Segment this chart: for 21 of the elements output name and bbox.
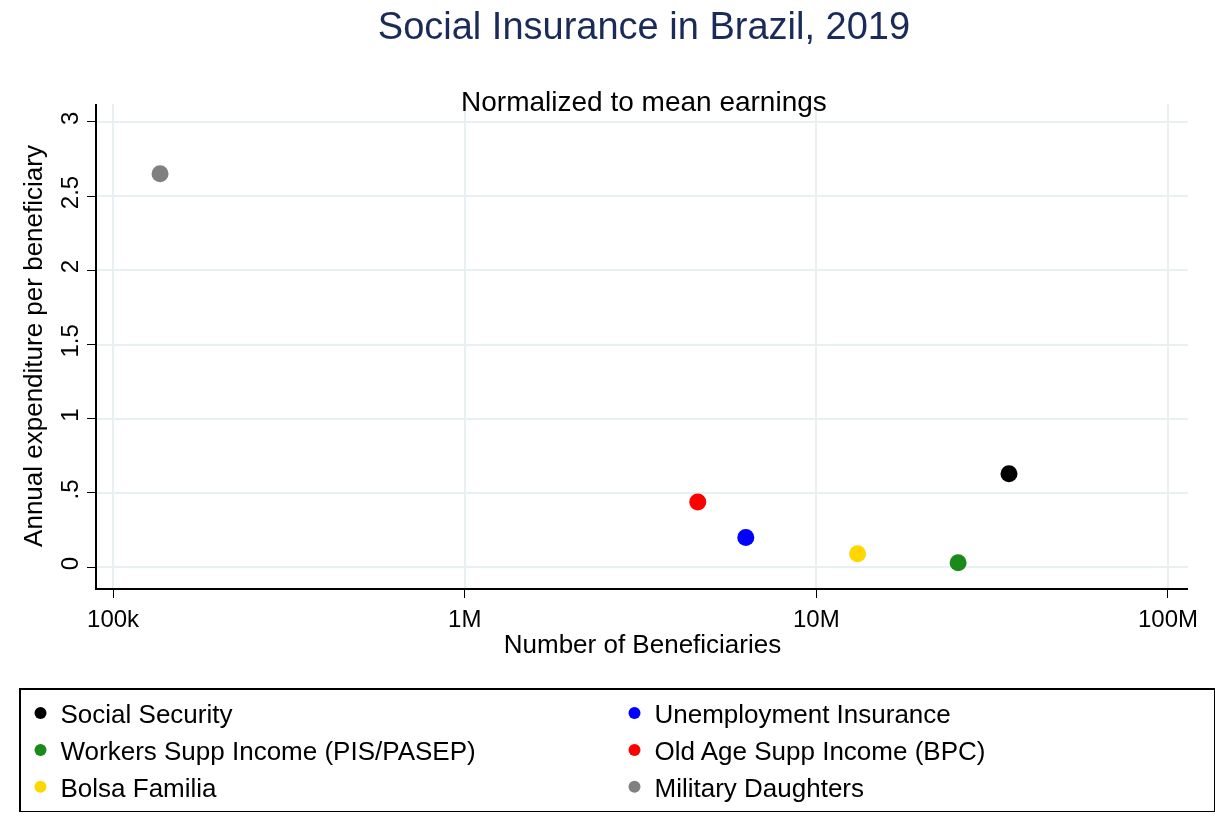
- y-tick-label: .5: [55, 479, 83, 500]
- y-tick-label: 0: [55, 556, 83, 571]
- y-tick-label: 1.5: [55, 324, 83, 358]
- legend-label: Workers Supp Income (PIS/PASEP): [60, 736, 476, 767]
- y-tick-label: 1: [55, 408, 83, 422]
- y-tick-label: 2: [55, 260, 83, 274]
- y-axis-title: Annual expenditure per beneficiary: [17, 145, 48, 547]
- legend-label: Old Age Supp Income (BPC): [654, 736, 986, 767]
- x-tick-label: 100M: [1137, 604, 1199, 632]
- x-tick-label: 100k: [87, 604, 141, 632]
- y-tick-label: 3: [55, 111, 83, 125]
- chart-title: Social Insurance in Brazil, 2019: [377, 5, 911, 48]
- x-axis-title: Number of Beneficiaries: [503, 628, 782, 659]
- x-tick-label: 1M: [448, 604, 482, 632]
- legend-label: Unemployment Insurance: [654, 699, 951, 730]
- legend-label: Social Security: [60, 699, 233, 730]
- y-tick-label: 2.5: [55, 175, 83, 210]
- x-tick-label: 10M: [793, 604, 840, 632]
- chart-subtitle: Normalized to mean earnings: [461, 86, 827, 118]
- legend-label: Military Daughters: [654, 772, 865, 803]
- legend-label: Bolsa Familia: [60, 772, 218, 803]
